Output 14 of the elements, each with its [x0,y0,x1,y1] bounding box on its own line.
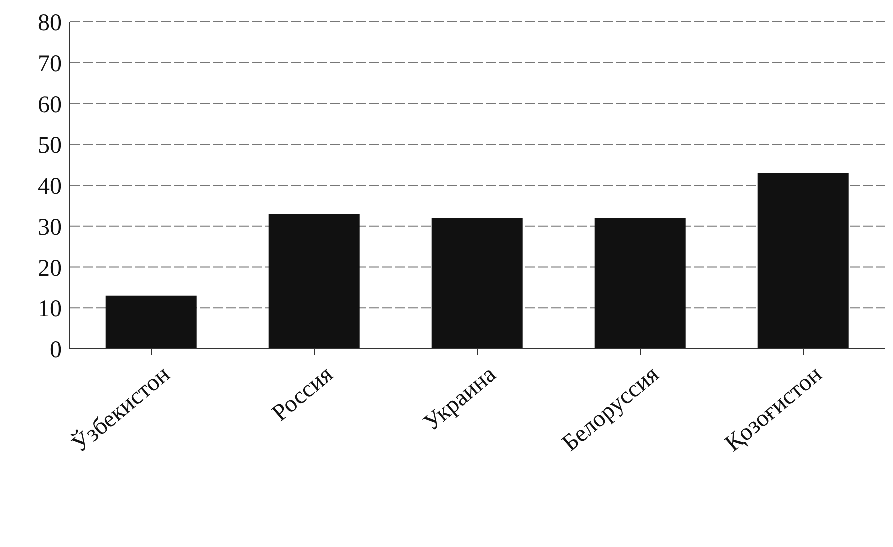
y-tick-label: 0 [50,338,62,364]
y-tick-label: 50 [38,133,62,160]
y-tick-label: 60 [38,92,62,118]
bar [268,214,360,349]
y-tick-label: 40 [38,174,62,200]
bar [106,296,197,349]
bar [758,173,849,349]
y-tick-label: 80 [38,10,62,37]
y-tick-label: 30 [38,214,62,241]
bar [432,218,523,349]
y-tick-label: 20 [38,256,62,282]
y-tick-label: 70 [38,51,62,78]
bar [594,218,686,349]
y-tick-label: 10 [38,296,62,323]
